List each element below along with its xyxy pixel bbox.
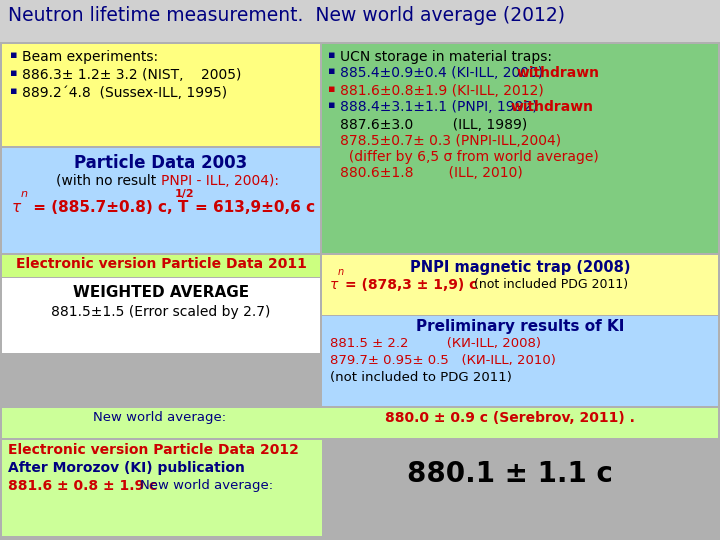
- Text: n: n: [21, 189, 28, 199]
- Text: Electronic version Particle Data 2011: Electronic version Particle Data 2011: [16, 257, 307, 271]
- Bar: [2, 255, 320, 277]
- Bar: [2, 44, 320, 146]
- Text: (not included PDG 2011): (not included PDG 2011): [470, 278, 628, 291]
- Text: 880.1 ± 1.1 c: 880.1 ± 1.1 c: [407, 460, 613, 488]
- Text: 880.0 ± 0.9 c (Serebrov, 2011) .: 880.0 ± 0.9 c (Serebrov, 2011) .: [385, 411, 635, 425]
- Text: Electronic version Particle Data 2012: Electronic version Particle Data 2012: [8, 443, 299, 457]
- Text: = (878,3 ± 1,9) c: = (878,3 ± 1,9) c: [345, 278, 477, 292]
- Text: 885.4±0.9±0.4 (KI-ILL, 2000): 885.4±0.9±0.4 (KI-ILL, 2000): [340, 66, 547, 80]
- Bar: [322, 44, 718, 253]
- Text: New world average:: New world average:: [94, 411, 227, 424]
- Text: 1/2: 1/2: [175, 189, 194, 199]
- Text: ▪: ▪: [10, 50, 17, 60]
- Text: 887.6±3.0         (ILL, 1989): 887.6±3.0 (ILL, 1989): [340, 118, 527, 132]
- Text: Neutron lifetime measurement.  New world average (2012): Neutron lifetime measurement. New world …: [8, 6, 565, 25]
- Text: (with no result: (with no result: [56, 174, 161, 188]
- Text: τ: τ: [12, 200, 21, 215]
- Text: ▪: ▪: [328, 84, 336, 94]
- Text: PNPI magnetic trap (2008): PNPI magnetic trap (2008): [410, 260, 630, 275]
- Text: 881.6±0.8±1.9 (KI-ILL, 2012): 881.6±0.8±1.9 (KI-ILL, 2012): [340, 84, 544, 98]
- Bar: [2, 148, 320, 253]
- Text: ▪: ▪: [10, 68, 17, 78]
- Text: 878.5±0.7± 0.3 (PNPI-ILL,2004): 878.5±0.7± 0.3 (PNPI-ILL,2004): [340, 134, 561, 148]
- Text: After Morozov (KI) publication: After Morozov (KI) publication: [8, 461, 245, 475]
- Text: = (885.7±0.8) c, T: = (885.7±0.8) c, T: [28, 200, 189, 215]
- Text: New world average:: New world average:: [140, 479, 273, 492]
- Text: 881.6 ± 0.8 ± 1.9 c: 881.6 ± 0.8 ± 1.9 c: [8, 479, 157, 493]
- Text: Particle Data 2003: Particle Data 2003: [74, 154, 248, 172]
- Text: UCN storage in material traps:: UCN storage in material traps:: [340, 50, 552, 64]
- Text: withdrawn: withdrawn: [510, 100, 594, 114]
- Text: 881.5 ± 2.2         (КИ-ILL, 2008): 881.5 ± 2.2 (КИ-ILL, 2008): [330, 337, 541, 350]
- Text: 886.3± 1.2± 3.2 (NIST,    2005): 886.3± 1.2± 3.2 (NIST, 2005): [22, 68, 241, 82]
- Bar: [322, 316, 718, 406]
- Text: (not included to PDG 2011): (not included to PDG 2011): [330, 371, 512, 384]
- Text: 889.2´4.8  (Sussex-ILL, 1995): 889.2´4.8 (Sussex-ILL, 1995): [22, 86, 227, 100]
- Bar: [2, 278, 320, 353]
- Text: WEIGHTED AVERAGE: WEIGHTED AVERAGE: [73, 285, 249, 300]
- Bar: [2, 408, 718, 438]
- Text: ▪: ▪: [10, 86, 17, 96]
- Text: τ: τ: [330, 278, 338, 292]
- Bar: [322, 255, 718, 315]
- Text: PNPI - ILL, 2004):: PNPI - ILL, 2004):: [161, 174, 279, 188]
- Text: (differ by 6,5 σ from world average): (differ by 6,5 σ from world average): [340, 150, 599, 164]
- Text: 881.5±1.5 (Error scaled by 2.7): 881.5±1.5 (Error scaled by 2.7): [51, 305, 271, 319]
- Text: ▪: ▪: [328, 50, 336, 60]
- Text: 879.7± 0.95± 0.5   (КИ-ILL, 2010): 879.7± 0.95± 0.5 (КИ-ILL, 2010): [330, 354, 556, 367]
- Text: withdrawn: withdrawn: [517, 66, 600, 80]
- Text: = 613,9±0,6 c: = 613,9±0,6 c: [195, 200, 315, 215]
- Text: Beam experiments:: Beam experiments:: [22, 50, 158, 64]
- Bar: [0, 0, 720, 42]
- Text: n: n: [338, 267, 344, 277]
- Text: Preliminary results of KI: Preliminary results of KI: [416, 319, 624, 334]
- Text: ▪: ▪: [328, 100, 336, 110]
- Text: ▪: ▪: [328, 66, 336, 76]
- Text: 888.4±3.1±1.1 (PNPI, 1992): 888.4±3.1±1.1 (PNPI, 1992): [340, 100, 546, 114]
- Text: 880.6±1.8        (ILL, 2010): 880.6±1.8 (ILL, 2010): [340, 166, 523, 180]
- Bar: [2, 440, 322, 536]
